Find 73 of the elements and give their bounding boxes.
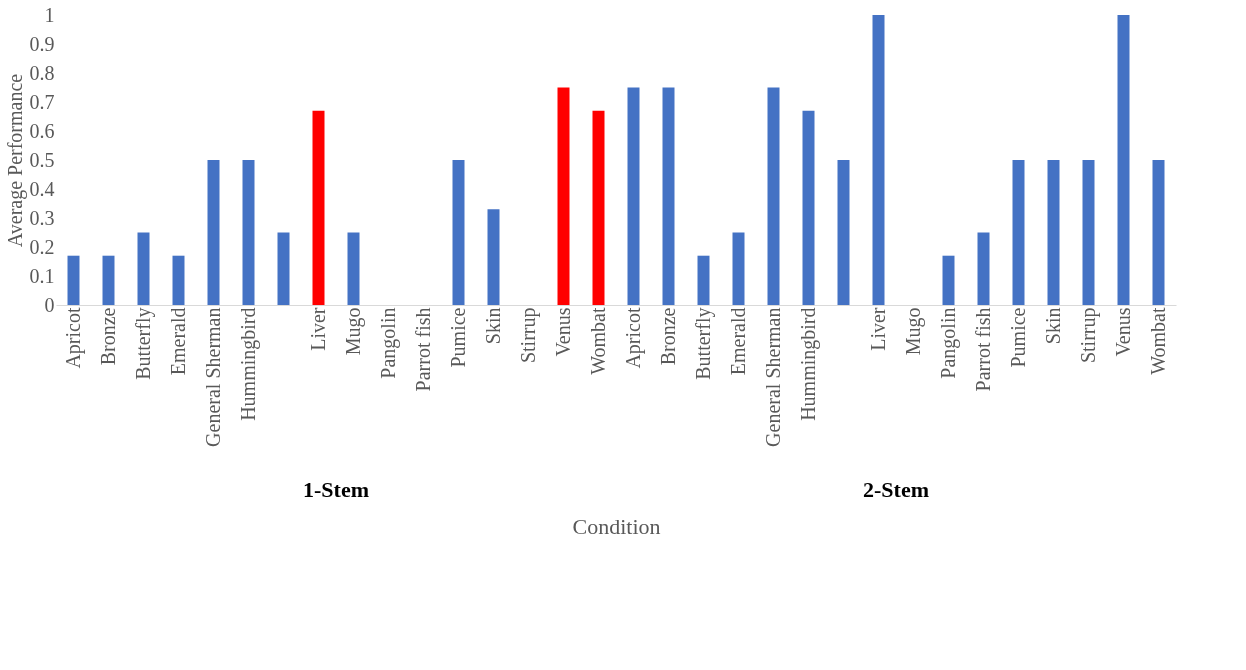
x-tick-label: Pumice: [446, 307, 469, 368]
x-tick-label: Emerald: [726, 307, 749, 376]
x-tick-label: Apricot: [621, 307, 645, 369]
bar: [1047, 160, 1060, 305]
bar: [557, 87, 570, 305]
x-tick-label: Butterfly: [131, 307, 155, 380]
bar: [452, 160, 465, 305]
bar: [312, 110, 325, 305]
bar: [767, 87, 780, 305]
x-tick-label: Stirrup: [1076, 307, 1100, 364]
bar: [487, 209, 500, 305]
x-tick-label: Emerald: [166, 307, 189, 376]
x-tick-label: Apricot: [61, 307, 85, 369]
bar: [942, 255, 955, 305]
x-tick-label: Skin: [481, 307, 504, 345]
y-tick-label: 0.8: [29, 61, 55, 84]
text: 2-Stem: [863, 477, 929, 502]
y-tick-label: 0.6: [29, 119, 55, 142]
x-tick-label: Mugo: [901, 307, 925, 356]
x-tick-label: Wombat: [1146, 307, 1169, 375]
y-tick-label: 0.1: [29, 264, 55, 287]
x-tick-label: Venus: [1111, 307, 1134, 357]
y-tick-label: 0.3: [29, 206, 55, 229]
bar: [207, 160, 220, 305]
bar: [137, 232, 150, 305]
x-tick-label: Mugo: [341, 307, 365, 356]
text: 1-Stem: [303, 477, 369, 502]
y-tick-label: 0.5: [29, 148, 55, 171]
x-tick-label: Venus: [551, 307, 574, 357]
bar: [732, 232, 745, 305]
x-tick-label: Pangolin: [936, 307, 960, 379]
x-tick-label: Liver: [866, 307, 889, 351]
x-tick-label: General Sherman: [201, 307, 224, 447]
x-tick-label: Pangolin: [376, 307, 400, 379]
x-tick-label: Skin: [1041, 307, 1064, 345]
x-tick-label: Bronze: [656, 307, 679, 366]
x-tick-label: Butterfly: [691, 307, 715, 380]
y-tick-label: 0: [44, 293, 55, 316]
bar: [592, 110, 605, 305]
bar: [67, 255, 80, 305]
x-tick-label: General Sherman: [761, 307, 784, 447]
bar: [1012, 160, 1025, 305]
x-tick-label: Wombat: [586, 307, 609, 375]
bar: [1082, 160, 1095, 305]
x-tick-label: Stirrup: [516, 307, 540, 364]
bar: [977, 232, 990, 305]
bar: [1152, 160, 1165, 305]
x-tick-label: Hummingbird: [796, 307, 820, 421]
bar: [872, 15, 885, 305]
y-axis-title: Average Performance: [3, 73, 27, 248]
y-tick-label: 0.9: [29, 32, 55, 55]
bar: [172, 255, 185, 305]
y-tick-label: 0.2: [29, 235, 55, 258]
bar: [837, 160, 850, 305]
x-tick-label: Pumice: [1006, 307, 1029, 368]
x-axis-title: Condition: [572, 513, 661, 539]
bar: [697, 255, 710, 305]
bar: [347, 232, 360, 305]
y-tick-label: 0.7: [29, 90, 55, 113]
x-tick-label: Bronze: [96, 307, 119, 366]
x-tick-label: Parrot fish: [971, 307, 994, 392]
y-tick-label: 1: [44, 3, 55, 26]
bar: [627, 87, 640, 305]
x-tick-label: Hummingbird: [236, 307, 260, 421]
bar: [242, 160, 255, 305]
bar: [1117, 15, 1130, 305]
bar: [802, 110, 815, 305]
x-tick-label: Liver: [306, 307, 329, 351]
bar: [102, 255, 115, 305]
bar: [277, 232, 290, 305]
bar: [662, 87, 675, 305]
y-tick-label: 0.4: [29, 177, 55, 200]
x-tick-label: Parrot fish: [411, 307, 434, 392]
